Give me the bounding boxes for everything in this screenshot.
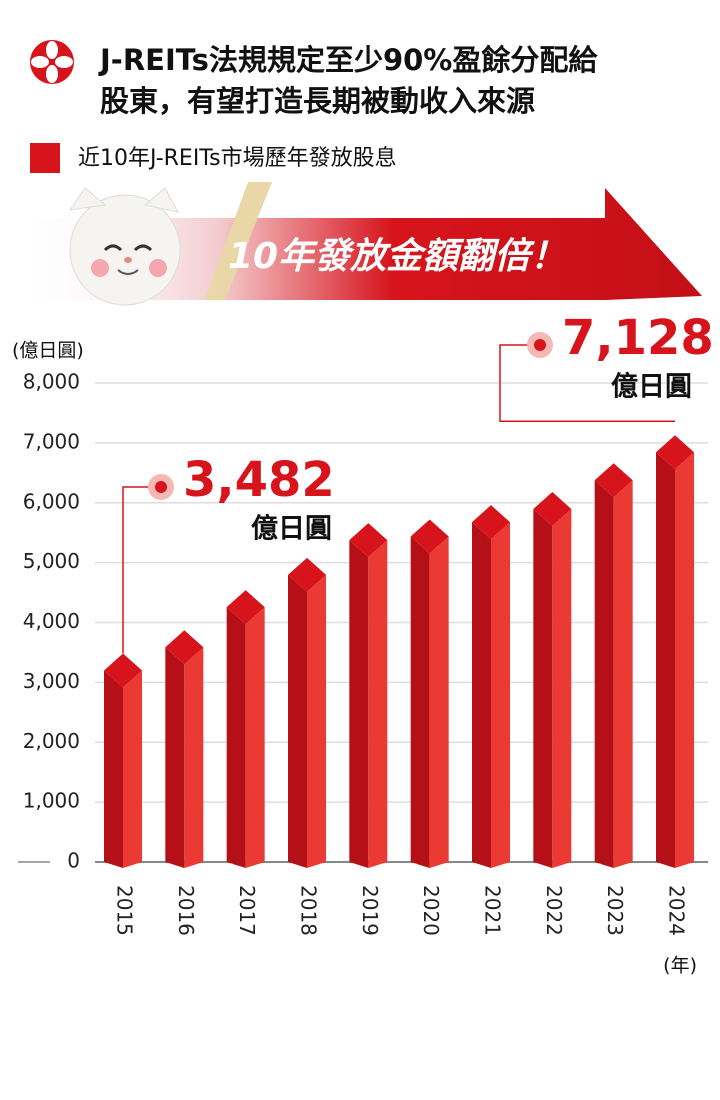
bar-left [594, 480, 614, 868]
bar-right [491, 522, 510, 868]
bar-top [165, 630, 204, 665]
value-unit: 億日圓 [251, 514, 332, 545]
y-tick-label: 2,000 [23, 729, 80, 753]
bar-right [429, 536, 449, 868]
x-tick-label: 2016 [174, 885, 198, 936]
value-label: 3,482 [183, 452, 335, 508]
bar-top [226, 590, 265, 625]
bar-left [472, 522, 491, 868]
logo [30, 40, 74, 84]
x-tick-label: 2018 [297, 885, 321, 936]
leader-dot [155, 481, 167, 493]
bar-right [307, 574, 326, 868]
leader-line [122, 486, 161, 654]
legend-swatch [30, 143, 60, 173]
x-tick-label: 2015 [113, 885, 137, 936]
x-tick-label: 2022 [542, 885, 566, 936]
leader-dot [534, 339, 546, 351]
bar-top [349, 523, 388, 558]
leader-line [499, 344, 675, 422]
bar-left [656, 452, 675, 868]
y-tick-label: 3,000 [23, 669, 80, 693]
bar-right [245, 607, 265, 868]
x-tick-label: 2017 [235, 885, 259, 936]
bar-top [533, 491, 572, 526]
x-tick-label: 2021 [481, 885, 505, 936]
bar-top [594, 463, 633, 498]
bar-left [533, 508, 553, 868]
legend-label: 近10年J-REITs市場歷年發放股息 [78, 146, 397, 171]
title: J-REITs法規規定至少90%盈餘分配給 [98, 43, 598, 77]
y-tick-label: 8,000 [23, 370, 80, 394]
y-tick-label: 0 [67, 849, 80, 873]
bar-left [288, 574, 307, 868]
bar-top [410, 519, 449, 554]
y-tick-label: 5,000 [23, 549, 80, 573]
bar-left [349, 540, 369, 868]
bar-left [165, 647, 185, 868]
x-tick-label: 2023 [603, 885, 627, 936]
bar-left [410, 536, 430, 868]
y-tick-label: 4,000 [23, 609, 80, 633]
x-unit: (年) [663, 955, 697, 977]
y-tick-label: 6,000 [23, 489, 80, 513]
bar-top [472, 505, 510, 540]
y-tick-label: 7,000 [23, 429, 80, 453]
y-tick-label: 1,000 [23, 789, 80, 813]
bar-right [123, 670, 142, 868]
bar-right [675, 452, 694, 868]
value-label: 7,128 [562, 310, 714, 366]
value-unit: 億日圓 [611, 372, 692, 403]
bar-left [226, 607, 246, 868]
bar-top [104, 653, 142, 688]
banner [15, 182, 702, 306]
bar-top [656, 435, 694, 470]
bar-right [184, 647, 204, 868]
bar-top [288, 557, 326, 592]
x-tick-label: 2024 [665, 885, 689, 936]
subtitle: 股東，有望打造長期被動收入來源 [100, 84, 535, 118]
banner-text: 10年發放金額翻倍！ [228, 236, 566, 277]
x-tick-label: 2019 [358, 885, 382, 936]
x-tick-label: 2020 [419, 885, 443, 936]
bar-right [368, 540, 388, 868]
y-unit: (億日圓) [12, 340, 84, 362]
bar-left [104, 670, 123, 868]
bar-right [613, 480, 633, 868]
bar-right [552, 508, 572, 868]
